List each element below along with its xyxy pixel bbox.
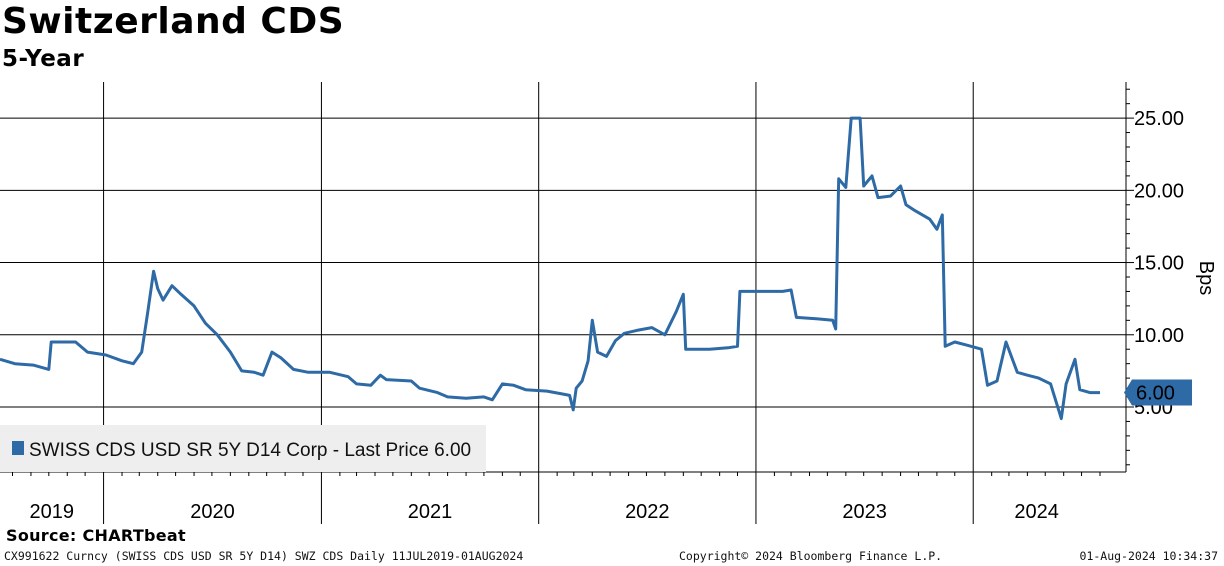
legend-swatch <box>12 441 24 455</box>
last-price-value: 6.00 <box>1136 383 1175 405</box>
chart-subtitle: 5-Year <box>2 46 85 72</box>
last-price-label: 6.00 <box>1124 379 1192 406</box>
y-tick-label: 25.00 <box>1134 108 1184 130</box>
x-year-label: 2019 <box>30 501 75 523</box>
chart-title: Switzerland CDS <box>2 1 345 42</box>
x-year-label: 2024 <box>1014 501 1059 523</box>
x-axis: 2019 2020 2021 2022 2023 2024 <box>0 471 1126 523</box>
footer-ticker-info: CX991622 Curncy (SWISS CDS USD SR 5Y D14… <box>4 549 524 563</box>
x-year-label: 2020 <box>190 501 235 523</box>
legend-label: SWISS CDS USD SR 5Y D14 Corp - Last Pric… <box>29 440 471 461</box>
footer-copyright: Copyright© 2024 Bloomberg Finance L.P. <box>679 549 943 563</box>
y-tick-label: 15.00 <box>1134 253 1184 275</box>
last-price-marker <box>1124 379 1192 406</box>
legend: SWISS CDS USD SR 5Y D14 Corp - Last Pric… <box>0 425 486 472</box>
footer-timestamp: 01-Aug-2024 10:34:37 <box>1079 549 1218 563</box>
x-year-label: 2023 <box>842 501 887 523</box>
y-tick-label: 10.00 <box>1134 325 1184 347</box>
y-tick-label: 20.00 <box>1134 180 1184 202</box>
series-layer <box>0 116 1100 421</box>
y-axis-label: Bps <box>1195 261 1217 295</box>
x-year-label: 2021 <box>408 501 453 523</box>
x-year-label: 2022 <box>625 501 670 523</box>
source-note: Source: CHARTbeat <box>6 526 186 545</box>
series-line <box>0 116 1100 421</box>
legend-background <box>0 425 486 472</box>
